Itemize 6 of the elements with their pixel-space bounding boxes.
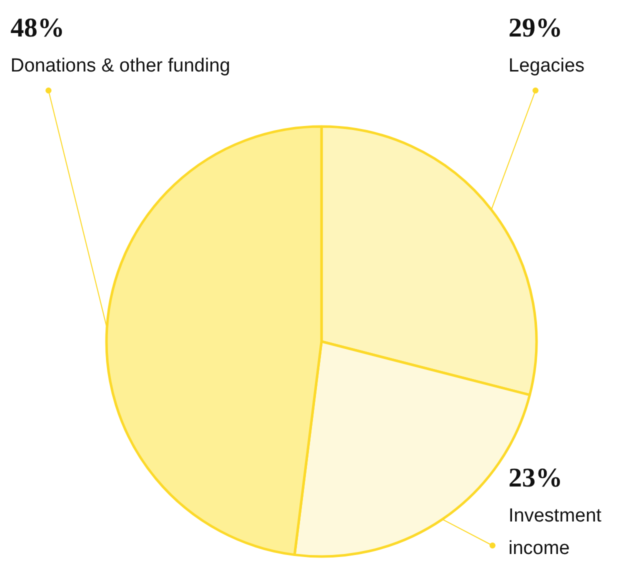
data-label: 29%	[508, 12, 562, 42]
slice-label: Legacies	[508, 56, 585, 76]
slice-label: Investment income	[508, 506, 602, 560]
data-label: 23%	[508, 462, 562, 492]
slice-label: Donations & other funding	[10, 56, 230, 76]
data-label: 48%	[10, 12, 64, 42]
